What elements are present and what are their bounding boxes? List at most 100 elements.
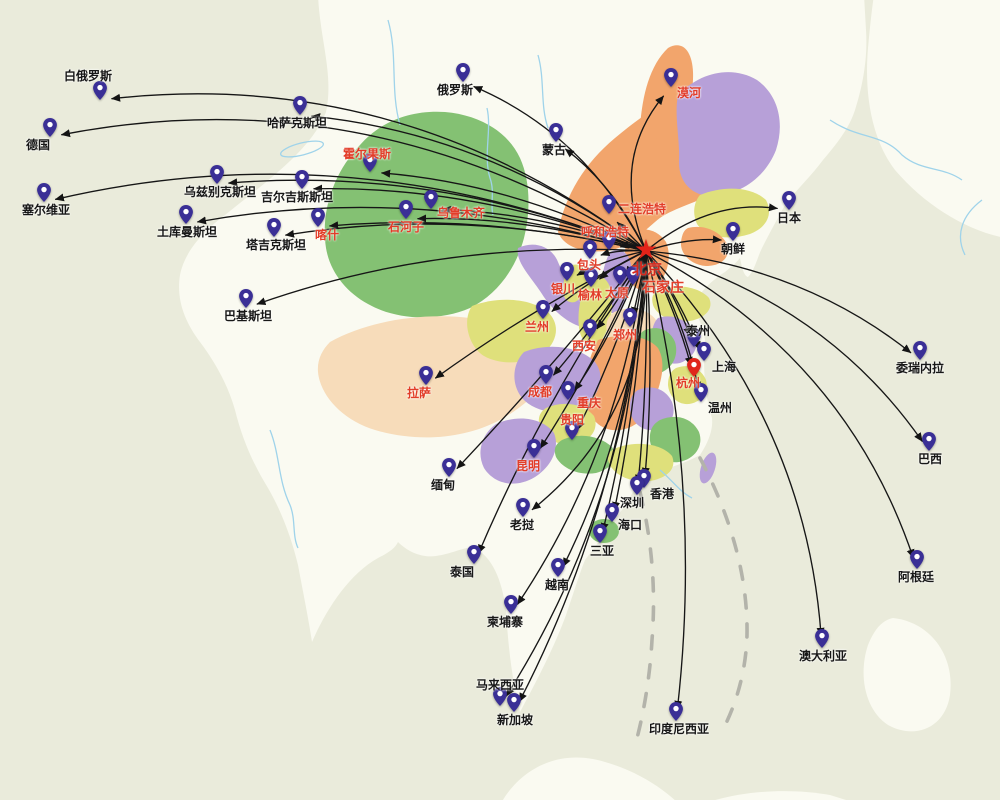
- pin-serbia[interactable]: [37, 183, 51, 202]
- route-brazil: [645, 250, 923, 442]
- label-hangzhou: 杭州: [675, 376, 701, 390]
- label-lhasa: 拉萨: [406, 386, 432, 400]
- beijing-hub-star[interactable]: ★: [633, 234, 659, 266]
- pin-germany[interactable]: [43, 118, 57, 137]
- pin-uzbekistan[interactable]: [210, 165, 224, 184]
- route-kazakhstan: [311, 113, 647, 252]
- pin-brazil[interactable]: [922, 432, 936, 451]
- label-serbia: 塞尔维亚: [21, 203, 71, 217]
- pin-turkmenistan[interactable]: [179, 205, 193, 224]
- pin-haikou[interactable]: [605, 503, 619, 522]
- route-indonesia: [645, 250, 687, 710]
- route-north-korea: [645, 235, 722, 252]
- pin-tajikistan[interactable]: [267, 218, 281, 237]
- pin-kunming[interactable]: [527, 439, 541, 458]
- label-baotou: 包头: [576, 258, 602, 272]
- label-thailand: 泰国: [449, 565, 475, 579]
- label-wenzhou: 温州: [708, 401, 733, 415]
- route-urumqi: [442, 205, 647, 252]
- label-guiyang: 贵阳: [559, 413, 585, 428]
- label-khorgos: 霍尔果斯: [342, 147, 392, 162]
- label-shihezi: 石河子: [387, 220, 425, 234]
- label-vietnam: 越南: [544, 578, 570, 592]
- pin-indonesia[interactable]: [669, 702, 683, 721]
- pin-sanya[interactable]: [593, 524, 607, 543]
- pin-belarus[interactable]: [93, 81, 107, 100]
- label-brazil: 巴西: [917, 452, 943, 466]
- river: [959, 199, 983, 256]
- route-germany: [60, 118, 647, 252]
- river-group: [269, 19, 983, 549]
- pin-taiyuan[interactable]: [613, 266, 627, 285]
- pin-guiyang[interactable]: [565, 421, 579, 440]
- pin-singapore[interactable]: [507, 693, 521, 712]
- label-shenzhen: 深圳: [619, 496, 645, 510]
- pin-north-korea[interactable]: [726, 222, 740, 241]
- pin-australia[interactable]: [815, 629, 829, 648]
- river: [829, 119, 963, 181]
- pin-lhasa[interactable]: [419, 366, 433, 385]
- pin-erenhot[interactable]: [602, 195, 616, 214]
- route-belarus: [111, 93, 647, 252]
- label-mongolia: 蒙古: [541, 143, 567, 157]
- borneo-island: [863, 618, 951, 732]
- pin-chongqing[interactable]: [561, 381, 575, 400]
- pin-thailand[interactable]: [467, 545, 481, 564]
- label-australia: 澳大利亚: [798, 649, 848, 663]
- pin-japan[interactable]: [782, 191, 796, 210]
- pin-cambodia[interactable]: [504, 595, 518, 614]
- pin-yinchuan[interactable]: [560, 262, 574, 281]
- route-yinchuan: [576, 250, 647, 276]
- pin-hangzhou[interactable]: [687, 358, 701, 377]
- pin-pakistan[interactable]: [239, 289, 253, 308]
- label-japan: 日本: [776, 211, 802, 225]
- pin-urumqi[interactable]: [424, 190, 438, 209]
- label-turkmenistan: 土库曼斯坦: [156, 225, 218, 239]
- pin-xian[interactable]: [583, 319, 597, 338]
- route-shihezi: [417, 214, 647, 252]
- pin-russia[interactable]: [456, 63, 470, 82]
- pin-laos[interactable]: [516, 498, 530, 517]
- pin-baotou[interactable]: [583, 240, 597, 259]
- pin-myanmar[interactable]: [442, 458, 456, 477]
- pin-mohe[interactable]: [664, 68, 678, 87]
- label-xian: 西安: [571, 339, 597, 353]
- pin-venezuela[interactable]: [913, 341, 927, 360]
- pin-hohhot[interactable]: [602, 231, 616, 250]
- pin-lanzhou[interactable]: [536, 300, 550, 319]
- route-venezuela: [645, 250, 912, 354]
- pin-chengdu[interactable]: [539, 365, 553, 384]
- route-lines-group: [54, 85, 923, 710]
- pin-shihezi[interactable]: [399, 200, 413, 219]
- pin-shenzhen[interactable]: [630, 476, 644, 495]
- label-kazakhstan: 哈萨克斯坦: [266, 116, 328, 130]
- label-mohe: 漠河: [677, 86, 702, 100]
- nine-dash-line: [634, 456, 749, 744]
- province-taiwan: [699, 452, 717, 484]
- pin-yulin[interactable]: [584, 268, 598, 287]
- label-pakistan: 巴基斯坦: [223, 309, 273, 323]
- label-laos: 老挝: [509, 518, 535, 532]
- pin-zhengzhou[interactable]: [623, 308, 637, 327]
- label-taizhou: 泰州: [685, 324, 711, 339]
- pin-mongolia[interactable]: [549, 123, 563, 142]
- label-shanghai: 上海: [712, 360, 737, 374]
- pin-malaysia[interactable]: [493, 687, 507, 706]
- label-shijiazhuang: 石家庄: [642, 279, 684, 296]
- label-haikou: 海口: [618, 518, 643, 532]
- pin-shanghai[interactable]: [697, 342, 711, 361]
- label-belarus: 白俄罗斯: [63, 69, 113, 84]
- label-kashgar: 喀什: [314, 228, 340, 242]
- pin-argentina[interactable]: [910, 550, 924, 569]
- pin-kyrgyzstan[interactable]: [295, 170, 309, 189]
- pin-kazakhstan[interactable]: [293, 96, 307, 115]
- pin-khorgos[interactable]: [363, 153, 377, 172]
- lake: [279, 140, 325, 158]
- pin-kashgar[interactable]: [311, 208, 325, 227]
- label-lanzhou: 兰州: [524, 320, 550, 334]
- label-russia: 俄罗斯: [436, 83, 474, 97]
- route-turkmenistan: [196, 206, 647, 252]
- route-baotou: [600, 248, 647, 257]
- pin-vietnam[interactable]: [551, 558, 565, 577]
- route-argentina: [645, 250, 915, 559]
